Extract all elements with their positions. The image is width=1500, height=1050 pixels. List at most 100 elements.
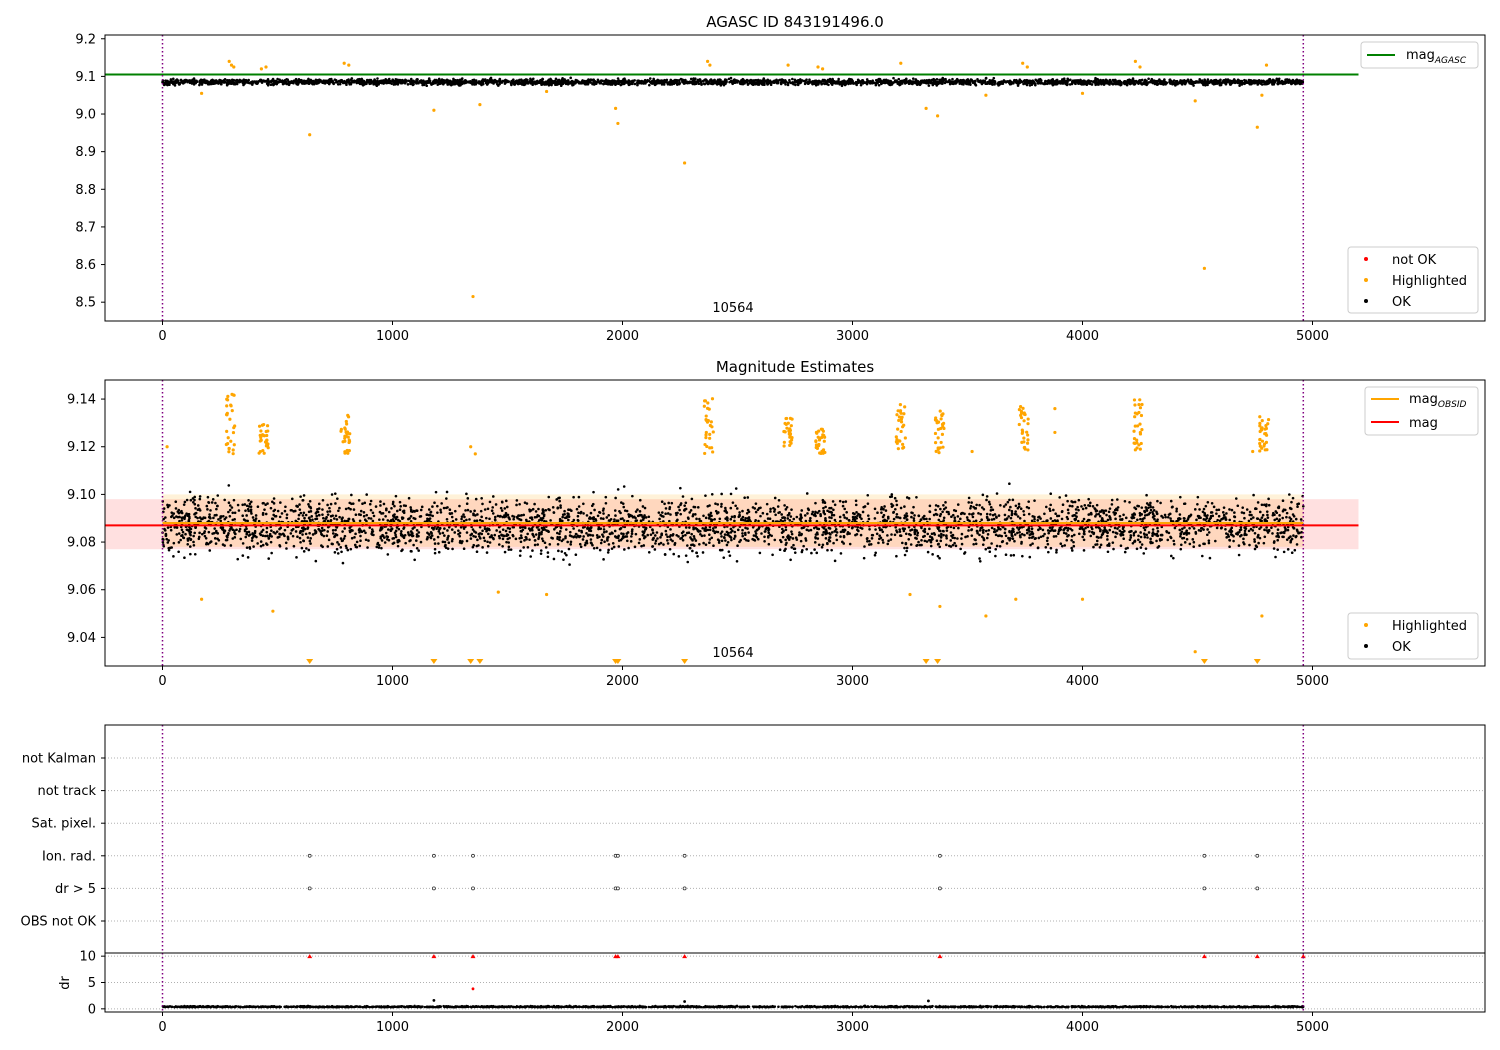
ok-point <box>264 512 268 516</box>
highlighted-point <box>614 106 618 110</box>
ok-point <box>1003 531 1007 535</box>
ok-point <box>1173 82 1177 86</box>
ok-point <box>777 498 781 502</box>
ok-point <box>1095 503 1099 507</box>
ok-point <box>1082 538 1086 542</box>
ok-point <box>868 527 871 531</box>
ok-point <box>1070 82 1074 86</box>
ok-point <box>1052 80 1055 83</box>
ok-point <box>1033 517 1036 521</box>
ok-point <box>222 514 225 518</box>
ok-point <box>350 80 354 84</box>
ok-point <box>673 78 677 82</box>
ok-point <box>276 509 280 513</box>
ok-point <box>242 78 246 81</box>
ok-point <box>767 536 770 539</box>
ok-point <box>338 515 341 519</box>
ok-point <box>227 510 230 514</box>
ok-point <box>1265 529 1269 532</box>
ok-point <box>266 83 270 87</box>
ok-point <box>357 499 361 502</box>
ok-point <box>592 546 596 550</box>
ok-point <box>261 534 265 538</box>
ok-point <box>736 528 740 532</box>
ok-point <box>347 517 351 521</box>
ok-point <box>439 508 442 512</box>
ok-point <box>214 501 217 505</box>
highlighted-point <box>232 65 236 69</box>
ok-point <box>1194 80 1197 83</box>
ok-point <box>610 547 614 550</box>
ok-point <box>675 81 678 85</box>
ok-point <box>393 80 396 83</box>
ok-point <box>341 530 344 533</box>
ok-point <box>708 81 711 85</box>
ok-point <box>709 78 713 81</box>
ok-point <box>759 514 762 518</box>
ok-point <box>693 81 696 85</box>
ok-point <box>890 493 894 496</box>
ok-point <box>1233 519 1236 523</box>
ok-point <box>689 509 693 512</box>
ok-point <box>937 542 940 546</box>
ok-point <box>815 551 819 555</box>
ok-point <box>209 82 212 86</box>
ok-point <box>1143 79 1147 83</box>
ok-point <box>850 78 854 81</box>
ok-point <box>201 78 205 82</box>
ok-point <box>954 544 958 548</box>
ok-point <box>1103 80 1106 84</box>
ok-point <box>558 532 561 536</box>
ok-point <box>236 557 240 561</box>
ok-point <box>602 507 605 510</box>
ok-point <box>761 79 765 83</box>
ok-point <box>1296 505 1299 508</box>
ok-point <box>893 533 897 537</box>
ok-point <box>343 527 346 530</box>
ok-point <box>312 80 315 84</box>
ok-point <box>1248 80 1252 83</box>
ok-point <box>981 531 985 534</box>
ok-point <box>1207 541 1211 545</box>
ok-point <box>232 498 236 502</box>
ok-point <box>326 545 330 548</box>
ok-point <box>1151 528 1155 531</box>
ok-point <box>433 542 437 545</box>
ok-point <box>364 531 367 535</box>
ok-point <box>467 81 471 84</box>
ok-point <box>575 535 578 539</box>
x-tick-label: 4000 <box>1066 329 1099 344</box>
ok-point <box>544 80 547 84</box>
ok-point <box>519 534 523 537</box>
ok-point <box>416 78 419 81</box>
ok-point <box>700 534 704 538</box>
ok-point <box>768 517 772 521</box>
ok-point <box>911 82 914 86</box>
ok-point <box>1063 544 1067 547</box>
ok-point <box>816 511 819 515</box>
panel1-legend-bottom: not OK Highlighted OK <box>1347 246 1479 314</box>
ok-point <box>424 81 427 85</box>
ok-point <box>808 78 811 81</box>
ok-point <box>684 554 688 557</box>
ok-point <box>186 539 190 542</box>
ok-point <box>665 78 669 82</box>
ok-point <box>1048 529 1052 533</box>
ok-point <box>314 80 318 84</box>
ok-point <box>520 78 523 81</box>
ok-point <box>1240 80 1243 83</box>
ok-point <box>334 528 337 532</box>
ok-point <box>987 528 991 532</box>
ok-point <box>188 545 192 548</box>
legend-highlighted: Highlighted <box>1392 274 1467 289</box>
ok-point <box>804 519 808 523</box>
ok-point <box>698 517 701 521</box>
ok-point <box>1054 512 1057 515</box>
ok-point <box>1011 498 1015 502</box>
ok-point <box>1049 492 1053 496</box>
ok-point <box>471 78 474 82</box>
ok-point <box>448 81 452 85</box>
ok-point <box>766 81 770 85</box>
ok-point <box>1248 543 1251 547</box>
ok-point <box>309 78 313 82</box>
